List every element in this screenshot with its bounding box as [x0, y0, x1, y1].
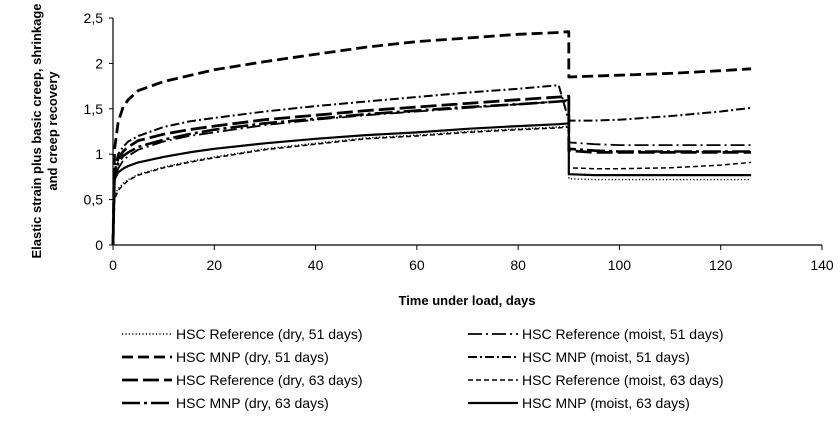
series-line-7 — [111, 99, 752, 246]
x-tick-label: 120 — [709, 257, 733, 273]
y-tick-label: 0,5 — [84, 192, 104, 208]
legend-label-8: HSC MNP (moist, 63 days) — [522, 395, 690, 411]
legend: HSC Reference (dry, 51 days) HSC Referenc… — [122, 326, 724, 411]
y-axis-title-line-1: Elastic strain plus basic creep, shrinka… — [29, 3, 44, 258]
series-line-4 — [112, 84, 752, 246]
series-line-6 — [112, 126, 752, 246]
x-axis-title: Time under load, days — [398, 293, 535, 308]
x-tick-label: 40 — [308, 257, 324, 273]
legend-label-2: HSC Reference (moist, 51 days) — [522, 326, 724, 342]
x-tick-label: 0 — [109, 257, 117, 273]
plot-area — [111, 30, 752, 246]
x-tick-label: 140 — [810, 257, 834, 273]
series-line-5 — [111, 94, 752, 246]
series-line-2 — [112, 98, 752, 246]
legend-label-1: HSC Reference (dry, 51 days) — [176, 326, 362, 342]
y-tick-label: 2,5 — [84, 10, 104, 26]
x-tick-label: 80 — [510, 257, 526, 273]
legend-label-6: HSC Reference (moist, 63 days) — [522, 372, 724, 388]
legend-label-7: HSC MNP (dry, 63 days) — [176, 395, 329, 411]
y-tick-label: 0 — [95, 237, 103, 253]
x-tick-label: 60 — [409, 257, 425, 273]
y-tick-label: 2 — [95, 55, 103, 71]
y-axis-title: Elastic strain plus basic creep, shrinka… — [29, 3, 60, 258]
series-line-8 — [111, 122, 752, 246]
legend-label-4: HSC MNP (moist, 51 days) — [522, 349, 690, 365]
legend-label-5: HSC Reference (dry, 63 days) — [176, 372, 362, 388]
y-axis-title-line-2: and creep recovery — [45, 71, 60, 191]
x-tick-label: 100 — [608, 257, 632, 273]
axes: 0 20 40 60 80 100 120 140 0 0,5 1 1,5 2 2,5 — [84, 10, 834, 273]
y-tick-label: 1,5 — [84, 101, 104, 117]
y-tick-label: 1 — [95, 146, 103, 162]
series-line-3 — [111, 30, 752, 246]
x-tick-label: 20 — [206, 257, 222, 273]
legend-label-3: HSC MNP (dry, 51 days) — [176, 349, 329, 365]
series-line-1 — [112, 125, 752, 246]
